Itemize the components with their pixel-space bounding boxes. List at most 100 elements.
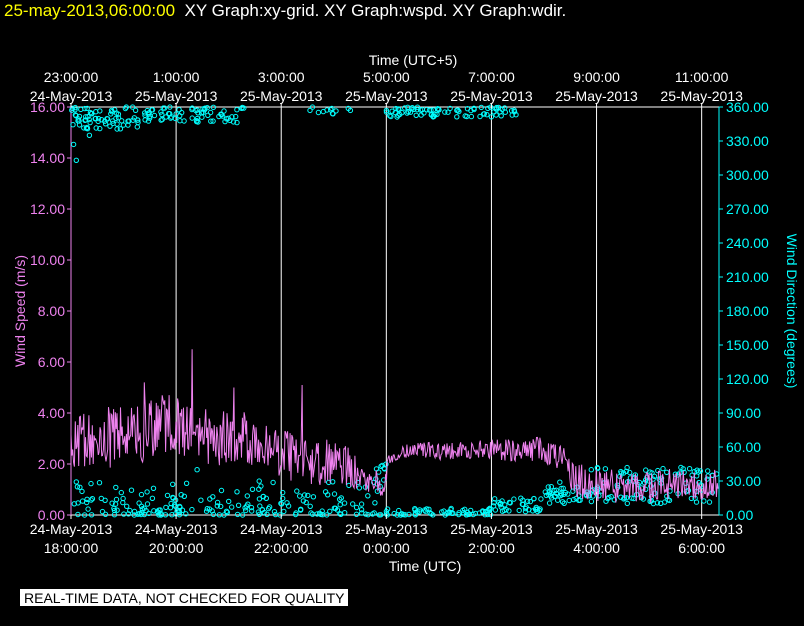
wind-direction-point — [402, 105, 408, 111]
wind-direction-point — [111, 507, 118, 514]
wind-direction-point — [518, 495, 524, 501]
bottom-tick-date: 25-May-2013 — [345, 521, 428, 537]
left-tick-label: 12.00 — [30, 201, 65, 217]
vertical-grid — [175, 107, 703, 515]
wind-direction-point — [124, 503, 130, 509]
wind-direction-point — [142, 112, 148, 118]
wind-direction-point — [178, 492, 184, 498]
wind-direction-point — [125, 118, 131, 124]
wind-direction-point — [235, 502, 242, 508]
wind-direction-point — [72, 107, 78, 113]
wind-direction-point — [257, 503, 263, 509]
wind-direction-point — [602, 466, 609, 472]
wind-direction-point — [131, 508, 138, 515]
wind-direction-point — [407, 109, 414, 115]
wind-direction-point — [102, 511, 109, 517]
wind-direction-point — [627, 469, 633, 476]
wind-direction-point — [358, 507, 365, 513]
wind-direction-point — [81, 512, 88, 518]
wind-direction-point — [117, 126, 124, 132]
wind-direction-point — [623, 468, 629, 474]
wind-direction-point — [89, 496, 96, 502]
bottom-tick-time: 6:00:00 — [678, 540, 725, 556]
top-tick-date: 25-May-2013 — [660, 88, 743, 104]
wind-direction-point — [249, 508, 255, 514]
wind-direction-point — [508, 108, 515, 114]
wind-direction-point — [138, 491, 145, 498]
right-tick-label: 300.00 — [726, 167, 769, 183]
wind-direction-point — [428, 511, 434, 517]
right-tick-label: 30.00 — [726, 473, 761, 489]
wind-direction-point — [245, 501, 251, 507]
wind-direction-point — [170, 494, 176, 501]
wind-direction-point — [442, 109, 448, 115]
wind-direction-point — [498, 113, 504, 119]
wind-direction-point — [678, 464, 684, 471]
wind-direction-point — [222, 118, 228, 125]
wind-direction-point — [229, 504, 235, 510]
wind-direction-point — [224, 509, 231, 515]
wind-direction-point — [697, 468, 704, 474]
wind-direction-point — [249, 486, 256, 492]
wind-direction-point — [701, 498, 707, 504]
right-tick-label: 0.00 — [726, 507, 753, 523]
wind-direction-point — [426, 107, 433, 113]
wind-direction-point — [119, 118, 125, 124]
wind-direction-point — [588, 467, 594, 473]
wind-direction-point — [491, 500, 497, 506]
wind-direction-point — [303, 499, 309, 506]
wind-direction-point — [493, 104, 500, 111]
wind-direction-point — [402, 512, 408, 518]
wind-direction-point — [391, 510, 397, 517]
wind-direction-point — [77, 484, 83, 490]
wind-direction-point — [271, 509, 278, 515]
wind-direction-point — [151, 112, 158, 119]
wind-direction-point — [151, 508, 157, 514]
wind-direction-point — [147, 115, 153, 121]
wind-direction-point — [104, 116, 110, 122]
wind-direction-point — [113, 110, 120, 116]
wind-direction-point — [468, 113, 475, 120]
wind-direction-point — [320, 108, 326, 115]
wind-direction-point — [372, 500, 378, 506]
wind-direction-point — [412, 507, 418, 513]
wind-direction-point — [399, 511, 405, 517]
top-tick-date: 25-May-2013 — [555, 88, 638, 104]
wind-direction-point — [651, 473, 658, 479]
wind-direction-point — [120, 499, 126, 506]
wind-direction-point — [161, 105, 168, 111]
wind-direction-point — [480, 111, 487, 117]
wind-direction-point — [298, 506, 304, 512]
quality-disclaimer: REAL-TIME DATA, NOT CHECKED FOR QUALITY — [20, 589, 349, 606]
wind-direction-point — [445, 509, 451, 515]
bottom-tick-time: 2:00:00 — [468, 540, 515, 556]
wind-direction-point — [329, 105, 335, 112]
wind-direction-point — [87, 119, 93, 126]
bottom-tick-date: 24-May-2013 — [240, 521, 323, 537]
wind-direction-point — [450, 510, 456, 516]
wind-direction-point — [358, 501, 365, 507]
wind-direction-point — [93, 125, 99, 131]
wind-direction-point — [417, 107, 424, 113]
wind-direction-point — [168, 500, 174, 507]
wind-direction-point — [95, 115, 102, 122]
wind-direction-point — [167, 104, 173, 110]
axes: 0.00 2.00 4.00 6.00 8.00 10.00 12.00 14.00 16.00… — [12, 52, 800, 574]
bottom-tick-date: 24-May-2013 — [135, 521, 218, 537]
wind-direction-point — [574, 484, 580, 490]
wind-direction-point — [79, 498, 86, 504]
wind-direction-point — [297, 493, 303, 499]
wind-direction-point — [149, 495, 156, 501]
wind-direction-point — [704, 476, 710, 482]
wind-direction-point — [149, 107, 156, 113]
wind-direction-point — [462, 113, 468, 119]
wind-direction-point — [394, 512, 400, 518]
wind-direction-point — [618, 468, 624, 475]
wind-direction-point — [183, 511, 189, 517]
wind-direction-point — [462, 506, 468, 512]
wind-direction-point — [189, 506, 195, 513]
wind-direction-point — [169, 512, 175, 518]
wind-direction-point — [144, 501, 151, 507]
wind-direction-point — [522, 505, 529, 512]
wind-direction-point — [144, 107, 151, 114]
